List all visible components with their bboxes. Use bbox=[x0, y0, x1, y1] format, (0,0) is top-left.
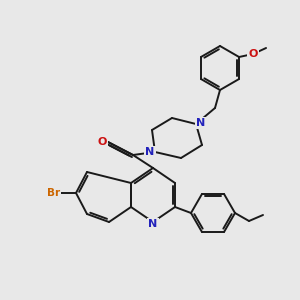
Text: O: O bbox=[97, 137, 107, 147]
Text: N: N bbox=[196, 118, 206, 128]
Text: N: N bbox=[146, 147, 154, 157]
Text: O: O bbox=[248, 49, 258, 59]
Text: Br: Br bbox=[47, 188, 61, 198]
Text: N: N bbox=[148, 219, 158, 229]
